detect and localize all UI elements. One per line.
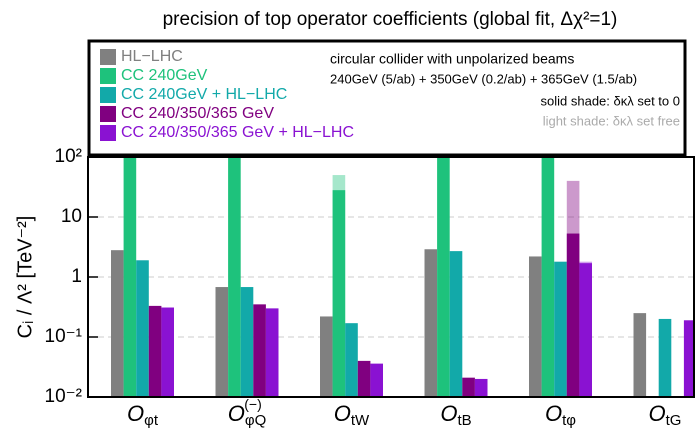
bar	[541, 157, 555, 397]
bar	[529, 256, 542, 397]
legend-swatch	[100, 87, 116, 103]
bar	[449, 251, 463, 397]
legend-swatch	[100, 68, 116, 84]
legend-swatch	[100, 106, 116, 122]
x-tick-label: Oφt	[127, 401, 159, 429]
bar	[554, 261, 567, 397]
y-tick-label: 10	[61, 206, 82, 227]
bar	[161, 307, 174, 397]
bar	[253, 304, 266, 397]
legend-box	[87, 39, 687, 157]
bar	[683, 320, 694, 397]
y-tick-label: 10⁻²	[45, 386, 83, 407]
bar	[215, 287, 229, 397]
legend-label: HL−LHC	[121, 48, 183, 65]
bar	[123, 157, 137, 397]
bar	[228, 157, 241, 397]
bar	[111, 250, 124, 397]
bar	[320, 316, 333, 397]
bar	[437, 157, 450, 397]
bar	[474, 378, 488, 397]
bar	[345, 323, 358, 397]
bar	[265, 308, 279, 397]
x-tick-label: OtG	[649, 401, 682, 429]
bar	[566, 233, 580, 397]
bar	[357, 360, 371, 397]
bar	[579, 263, 592, 397]
bar	[633, 313, 647, 397]
bar	[136, 260, 149, 397]
x-tick-label: OtW	[334, 401, 370, 429]
bar	[370, 363, 383, 397]
y-tick-label: 1	[71, 266, 82, 287]
bar	[332, 190, 346, 397]
x-tick-label: Otφ	[545, 401, 576, 429]
bar	[424, 249, 438, 397]
legend-label: CC 240GeV	[121, 67, 208, 84]
x-tick-label: OtB	[440, 401, 471, 429]
legend-label: CC 240/350/365 GeV	[121, 105, 274, 122]
legend-note: 240GeV (5/ab) + 350GeV (0.2/ab) + 365GeV…	[330, 71, 637, 86]
legend-note: solid shade: δκλ set to 0	[541, 93, 680, 108]
legend-label: CC 240GeV + HL−LHC	[121, 86, 287, 103]
bar	[148, 305, 162, 397]
y-tick-label: 10⁻¹	[45, 326, 83, 347]
bar	[658, 318, 672, 397]
legend-swatch	[100, 49, 116, 65]
bar	[462, 377, 475, 397]
y-tick-label: 10²	[55, 146, 82, 167]
y-axis-label: Cᵢ / Λ² [TeV⁻²]	[14, 216, 36, 339]
x-tick-label: OφQ(−)	[228, 396, 267, 429]
chart-title: precision of top operator coefficients (…	[163, 9, 618, 30]
bar	[240, 287, 254, 397]
legend-label: CC 240/350/365 GeV + HL−LHC	[121, 124, 354, 141]
legend-swatch	[100, 125, 116, 141]
legend-note: light shade: δκλ set free	[543, 113, 680, 128]
legend-note: circular collider with unpolarized beams	[330, 51, 574, 67]
